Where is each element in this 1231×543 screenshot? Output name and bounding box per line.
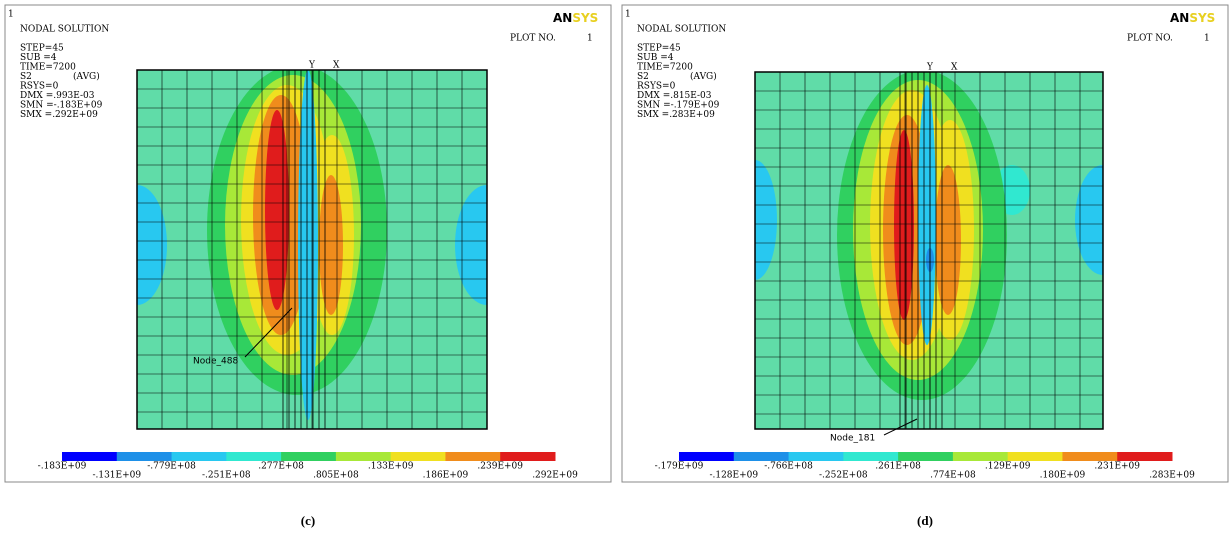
colorbar-label: .261E+08 xyxy=(875,462,921,472)
info-line: S2 xyxy=(637,72,649,82)
colorbar-label: -.131E+09 xyxy=(92,471,141,481)
ansys-logo: ANSYS xyxy=(553,11,598,25)
axis-label: X xyxy=(951,63,958,73)
colorbar-label: .239E+09 xyxy=(477,462,523,472)
contour-plot xyxy=(137,70,487,429)
colorbar-label: -.128E+09 xyxy=(709,471,758,481)
info-line: SMN =-.179E+09 xyxy=(637,101,720,111)
ansys-logo: ANSYS xyxy=(1170,11,1215,25)
panel: 1 NODAL SOLUTION PLOT NO. 1 ANSYS STEP=45SUB … xyxy=(4,4,612,483)
colorbar-band xyxy=(281,452,337,461)
plot-title: NODAL SOLUTION xyxy=(20,25,109,35)
info-line: RSYS=0 xyxy=(637,82,676,92)
logo-an: AN xyxy=(553,11,572,25)
contour xyxy=(455,185,487,305)
contour xyxy=(265,110,289,310)
avg-label: (AVG) xyxy=(690,71,717,82)
info-line: SUB =4 xyxy=(637,53,674,63)
colorbar-label: .129E+09 xyxy=(985,462,1031,472)
contour-plot xyxy=(755,72,1103,429)
contour xyxy=(319,175,343,315)
plot-no-label: PLOT NO. xyxy=(1127,34,1173,44)
info-line: TIME=7200 xyxy=(20,63,76,73)
colorbar-label: -.251E+08 xyxy=(202,471,251,481)
info-line: TIME=7200 xyxy=(637,63,693,73)
colorbar-band xyxy=(733,452,790,461)
info-line: SUB =4 xyxy=(20,53,57,63)
info-line: SMN =-.183E+09 xyxy=(20,101,103,111)
plot-border xyxy=(136,69,488,430)
colorbar-label: .283E+09 xyxy=(1149,471,1195,481)
colorbar-band xyxy=(1062,452,1118,461)
avg-label: (AVG) xyxy=(73,71,100,82)
panel: 1 NODAL SOLUTION PLOT NO. 1 ANSYS STEP=45SUB … xyxy=(621,4,1229,483)
logo-sys: SYS xyxy=(572,11,598,25)
axis-label: X xyxy=(333,61,340,71)
colorbar-label: -.179E+09 xyxy=(655,462,704,472)
colorbar-band xyxy=(500,452,556,461)
caption: (d) xyxy=(917,513,933,528)
node-leader xyxy=(244,307,293,358)
contour xyxy=(1075,165,1103,275)
colorbar-label: .292E+09 xyxy=(532,471,578,481)
plot-title: NODAL SOLUTION xyxy=(637,25,726,35)
colorbar-label: .277E+08 xyxy=(258,462,304,472)
colorbar-band xyxy=(445,452,501,461)
info-line: STEP=45 xyxy=(637,44,681,54)
plot-no: 1 xyxy=(1204,34,1210,44)
colorbar-label: .805E+08 xyxy=(313,471,359,481)
colorbar-label: .774E+08 xyxy=(930,471,976,481)
contour xyxy=(755,160,777,280)
colorbar-label: .231E+09 xyxy=(1094,462,1140,472)
window-number: 1 xyxy=(8,10,14,20)
info-line: RSYS=0 xyxy=(20,82,59,92)
colorbar-band xyxy=(898,452,954,461)
axis-label: Y xyxy=(308,61,316,71)
info-line: DMX =.993E-03 xyxy=(20,91,95,101)
contour xyxy=(935,165,961,315)
colorbar-label: .186E+09 xyxy=(423,471,469,481)
info-line: SMX =.283E+09 xyxy=(637,110,715,120)
info-line: DMX =.815E-03 xyxy=(637,91,712,101)
node-label: Node_181 xyxy=(830,434,875,444)
colorbar-label: -.183E+09 xyxy=(38,462,87,472)
colorbar-band xyxy=(116,452,173,461)
caption: (c) xyxy=(301,513,315,528)
colorbar-band xyxy=(1007,452,1063,461)
colorbar-band xyxy=(335,452,392,461)
colorbar-band xyxy=(390,452,446,461)
colorbar-band xyxy=(679,452,735,461)
plot-border xyxy=(754,71,1104,430)
colorbar-label: -.766E+08 xyxy=(764,462,813,472)
info-line: SMX =.292E+09 xyxy=(20,110,98,120)
contour xyxy=(918,85,936,345)
colorbar-band xyxy=(843,452,899,461)
info-line: S2 xyxy=(20,72,32,82)
colorbar-band xyxy=(1117,452,1173,461)
colorbar-band xyxy=(171,452,227,461)
plot-no: 1 xyxy=(587,34,593,44)
colorbar-band xyxy=(788,452,844,461)
contour xyxy=(137,185,167,305)
info-line: STEP=45 xyxy=(20,44,64,54)
colorbar-label: .133E+09 xyxy=(368,462,414,472)
colorbar-label: -.779E+08 xyxy=(147,462,196,472)
node-label: Node_488 xyxy=(193,357,238,367)
colorbar-label: .180E+09 xyxy=(1040,471,1086,481)
axis-label: Y xyxy=(926,63,934,73)
colorbar-band xyxy=(62,452,118,461)
logo-sys: SYS xyxy=(1189,11,1215,25)
colorbar-label: -.252E+08 xyxy=(819,471,868,481)
plot-no-label: PLOT NO. xyxy=(510,34,556,44)
colorbar-band xyxy=(226,452,282,461)
window-number: 1 xyxy=(625,10,631,20)
colorbar-band xyxy=(952,452,1009,461)
node-leader xyxy=(883,418,918,436)
logo-an: AN xyxy=(1170,11,1189,25)
contour xyxy=(894,130,914,320)
